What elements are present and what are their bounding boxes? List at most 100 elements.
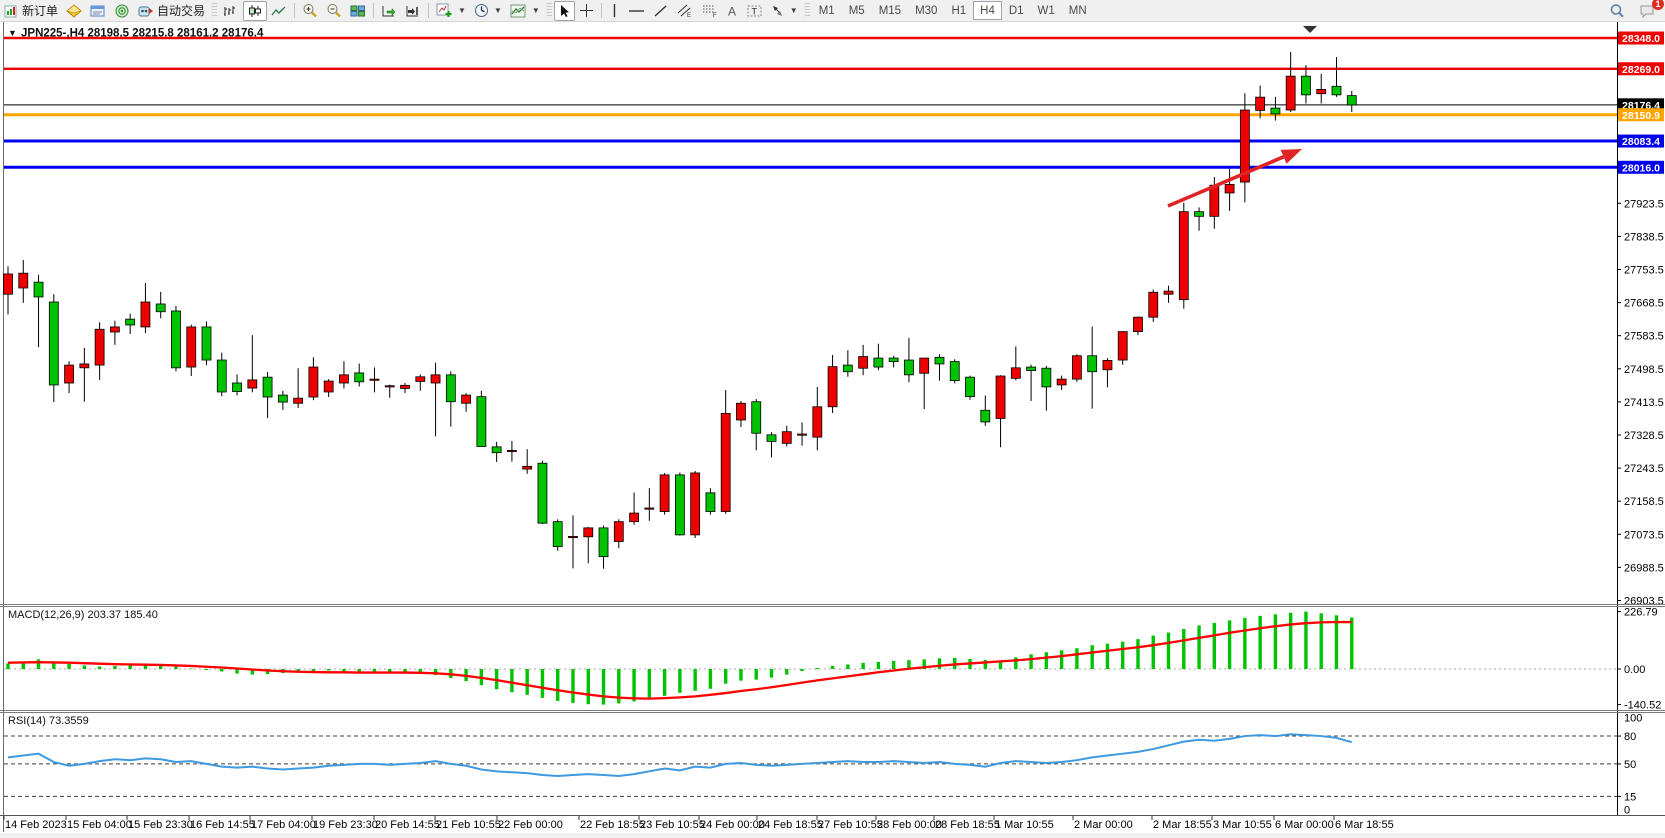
zoom-in-button[interactable] <box>298 1 322 21</box>
bear-candle <box>1331 85 1342 96</box>
bull-candle <box>858 356 869 369</box>
bull-candle <box>659 474 670 512</box>
bull-candle <box>1224 184 1235 194</box>
tf-m5-button[interactable]: M5 <box>848 4 865 17</box>
bar-chart-icon <box>223 4 239 18</box>
tile-windows-button[interactable] <box>346 1 370 21</box>
templates-button[interactable]: ▼ <box>506 1 544 21</box>
bear-candle <box>751 401 762 434</box>
macd-pane[interactable]: MACD(12,26,9) 203.37 185.40 <box>4 609 1617 705</box>
rsi-pane[interactable]: RSI(14) 73.3559 <box>4 715 1617 797</box>
macd-axis-label: 0.00 <box>1624 664 1645 676</box>
bull-candle <box>247 379 258 389</box>
bull-candle <box>720 412 731 512</box>
macd-label: MACD(12,26,9) 203.37 185.40 <box>8 609 158 621</box>
tf-h1-button[interactable]: H1 <box>951 4 967 17</box>
data-window-button[interactable] <box>86 1 110 21</box>
time-axis-label: 21 Feb 10:55 <box>436 819 501 831</box>
bear-candle <box>354 372 365 383</box>
price-tag-28016.0: 28016.0 <box>1618 160 1664 174</box>
toolbar-separator <box>428 3 430 18</box>
arrows-tool-button[interactable]: ▼ <box>766 1 802 21</box>
bear-candle <box>201 326 212 361</box>
cursor-icon <box>558 4 571 18</box>
notifications-button[interactable]: 1 <box>1635 0 1664 21</box>
time-axis-label: 28 Feb 00:00 <box>877 819 942 831</box>
candlestick-chart-button[interactable] <box>243 0 268 21</box>
vertical-line-tool-button[interactable] <box>605 1 624 21</box>
trendline-tool-button[interactable] <box>649 1 672 21</box>
bull-candle <box>1316 89 1327 95</box>
tf-m15-button[interactable]: M15 <box>878 4 902 17</box>
tf-m30-button[interactable]: M30 <box>915 4 938 17</box>
chevron-down-icon: ▼ <box>493 6 502 15</box>
chart-background <box>0 21 1665 838</box>
price-axis-tick-label: 27243.5 <box>1624 463 1664 475</box>
search-button[interactable] <box>1605 1 1629 21</box>
bull-candle <box>339 374 349 384</box>
zoom-out-button[interactable] <box>322 1 346 21</box>
auto-scroll-button[interactable] <box>377 1 401 21</box>
tf-mn-button[interactable]: MN <box>1068 4 1087 17</box>
templates-icon <box>510 4 527 18</box>
crosshair-tool-button[interactable] <box>575 1 598 21</box>
periods-button[interactable]: ▼ <box>470 1 506 21</box>
navigator-button[interactable] <box>110 1 134 21</box>
line-chart-icon <box>271 4 287 18</box>
bear-candle <box>904 359 914 376</box>
bear-candle <box>262 376 273 398</box>
market-watch-button[interactable] <box>62 1 86 21</box>
tf-d1-button[interactable]: D1 <box>1008 4 1024 17</box>
price-axis-tick-label: 27413.5 <box>1624 397 1664 409</box>
bull-candle <box>1072 355 1082 380</box>
trend-arrow-head[interactable] <box>1280 149 1302 164</box>
price-axis-tick-label: 27498.5 <box>1624 364 1664 376</box>
auto-trading-button[interactable]: 自动交易 <box>134 1 209 21</box>
bear-candle <box>873 357 884 368</box>
chevron-down-icon: ▼ <box>531 6 540 15</box>
new-order-label: 新订单 <box>22 4 59 18</box>
bear-candle <box>476 396 487 447</box>
horizontal-line-tool-button[interactable] <box>624 1 649 21</box>
text-icon: A <box>726 4 739 18</box>
navigator-icon <box>114 4 130 18</box>
bull-candle <box>79 363 90 369</box>
bar-chart-button[interactable] <box>219 1 243 21</box>
add-indicator-button[interactable]: ▼ <box>432 1 470 21</box>
line-chart-button[interactable] <box>267 1 291 21</box>
bull-candle <box>384 385 395 388</box>
bull-candle <box>812 406 823 438</box>
bull-candle <box>1178 211 1189 301</box>
new-order-button[interactable]: 新订单 <box>0 1 62 21</box>
text-label-tool-button[interactable]: T <box>743 1 766 21</box>
arrows-icon <box>770 4 785 18</box>
trendline-icon <box>653 4 668 18</box>
equidistant-channel-tool-button[interactable]: E <box>672 1 697 21</box>
toolbar-separator <box>294 3 296 18</box>
fibonacci-tool-button[interactable]: F <box>697 1 722 21</box>
price-tag-label: 28150.9 <box>1622 110 1660 122</box>
tf-h4-button[interactable]: H4 <box>973 1 1002 20</box>
main-price-pane[interactable]: ▼ JPN225-,H4 28198.5 28215.8 28161.2 2817… <box>3 26 1618 569</box>
text-tool-button[interactable]: A <box>722 1 743 21</box>
tf-m1-button[interactable]: M1 <box>818 4 835 17</box>
timeframe-toolbar: M1 M5 M15 M30 H1 H4 D1 W1 MN <box>812 1 1094 20</box>
toolbar-right: 1 <box>1605 0 1664 21</box>
time-axis-label: 3 Mar 10:55 <box>1213 819 1272 831</box>
auto-scroll-icon <box>381 4 397 18</box>
bear-candle <box>491 446 502 454</box>
main-toolbar: 新订单 自动交易 ▼ ▼ ▼ E F A T ▼ <box>0 0 1665 22</box>
crosshair-icon <box>579 3 594 18</box>
macd-axis-label: 226.79 <box>1624 607 1658 619</box>
trend-arrow[interactable] <box>1167 155 1285 208</box>
bull-candle <box>323 380 334 393</box>
chart-shift-button[interactable] <box>401 1 425 21</box>
tf-w1-button[interactable]: W1 <box>1037 4 1055 17</box>
chart-shift-marker[interactable] <box>1303 26 1317 33</box>
bear-candle <box>965 376 975 398</box>
cursor-tool-button[interactable] <box>553 0 575 21</box>
bear-candle <box>766 434 777 442</box>
